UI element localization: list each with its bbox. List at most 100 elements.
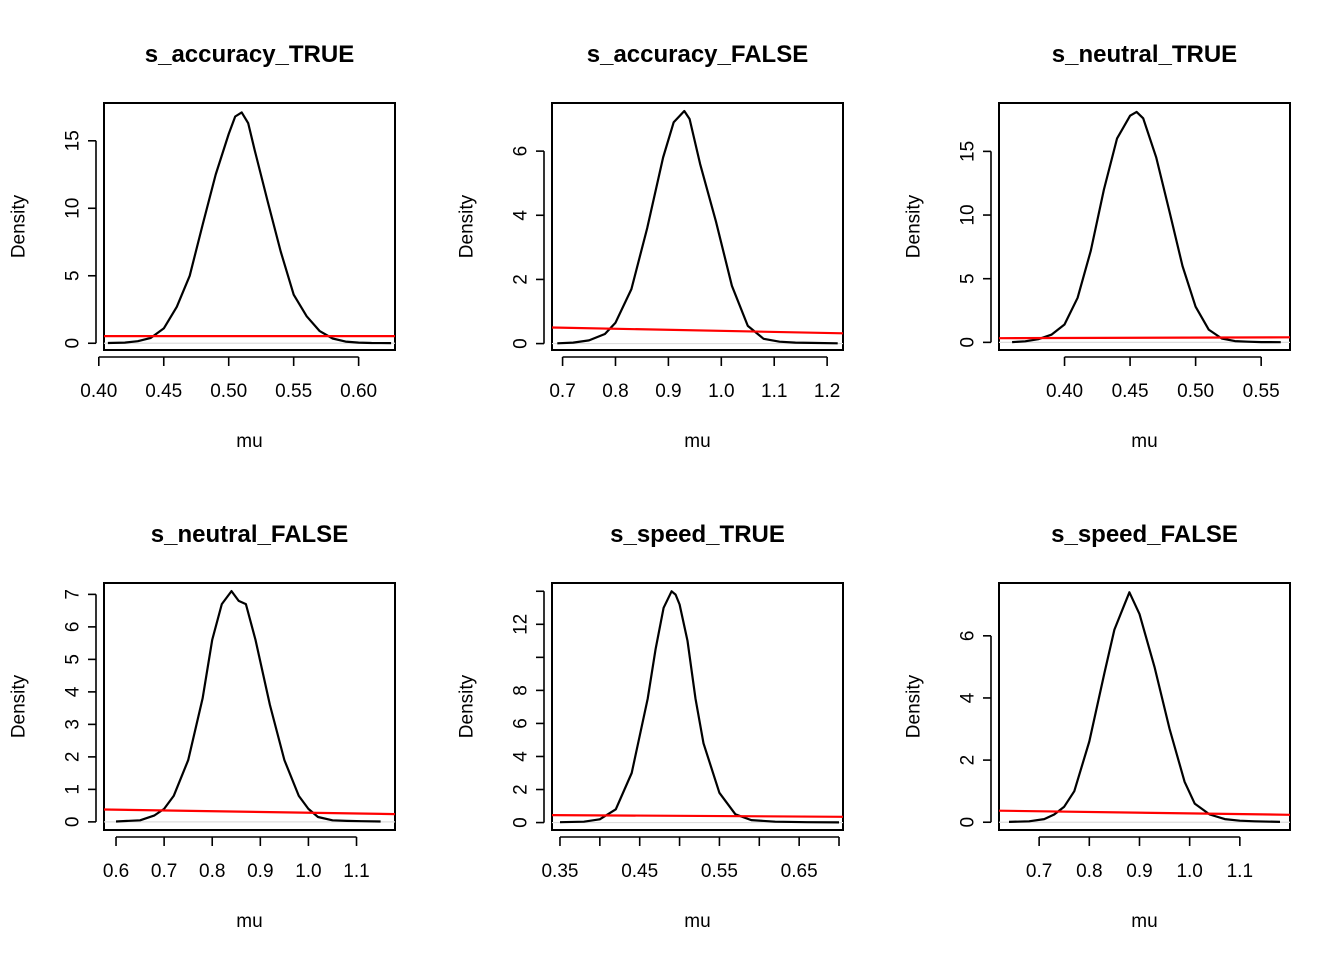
panel-title: s_neutral_FALSE bbox=[151, 521, 348, 548]
panel-s-speed-true: s_speed_TRUE 0.35 0.45 0.55 0.65 0 2 4 6 8 12 mu Den… bbox=[457, 521, 844, 932]
y-tick-label: 6 bbox=[511, 718, 532, 729]
x-tick-label: 0.9 bbox=[655, 381, 681, 402]
posterior-density-line bbox=[1012, 110, 1281, 344]
y-tick-label: 7 bbox=[63, 589, 84, 600]
y-tick-label: 2 bbox=[958, 755, 979, 766]
y-tick-label: 4 bbox=[63, 686, 84, 697]
x-tick-label: 0.50 bbox=[1177, 381, 1214, 402]
plot-frame bbox=[998, 582, 1291, 831]
x-tick-label: 0.45 bbox=[1112, 381, 1149, 402]
x-tick-label: 0.7 bbox=[151, 861, 177, 882]
y-tick-label: 1 bbox=[63, 784, 84, 795]
panel-title: s_speed_FALSE bbox=[1051, 521, 1238, 548]
x-tick-label: 0.50 bbox=[210, 381, 247, 402]
y-tick-label: 5 bbox=[958, 273, 979, 284]
y-tick-label: 10 bbox=[958, 204, 979, 225]
x-tick-label: 0.55 bbox=[275, 381, 312, 402]
prior-density-line bbox=[551, 813, 844, 818]
plot-frame bbox=[998, 102, 1291, 351]
panel-title: s_neutral_TRUE bbox=[1052, 41, 1237, 68]
x-tick-label: 0.40 bbox=[1046, 381, 1083, 402]
y-tick-label: 6 bbox=[511, 146, 532, 157]
y-tick-label: 0 bbox=[511, 817, 532, 828]
y-tick-label: 0 bbox=[63, 817, 84, 828]
panel-s-speed-false: s_speed_FALSE 0.7 0.8 0.9 1.0 1.1 0 2 4 6 mu Densit… bbox=[904, 521, 1291, 932]
x-tick-label: 1.1 bbox=[343, 861, 369, 882]
y-tick-label: 8 bbox=[511, 685, 532, 696]
x-tick-label: 0.9 bbox=[247, 861, 273, 882]
panel-title: s_accuracy_TRUE bbox=[145, 41, 354, 68]
x-tick-label: 0.7 bbox=[549, 381, 575, 402]
x-tick-label: 1.0 bbox=[708, 381, 734, 402]
y-tick-label: 4 bbox=[511, 210, 532, 221]
x-tick-label: 0.60 bbox=[340, 381, 377, 402]
x-axis-label: mu bbox=[684, 431, 710, 452]
panel-s-neutral-true: s_neutral_TRUE 0.40 0.45 0.50 0.55 0 5 10 15 mu De… bbox=[904, 41, 1291, 452]
x-tick-label: 0.65 bbox=[781, 861, 818, 882]
y-tick-label: 5 bbox=[63, 654, 84, 665]
y-tick-label: 15 bbox=[958, 141, 979, 162]
y-tick-label: 6 bbox=[63, 622, 84, 633]
y-tick-label: 12 bbox=[511, 614, 532, 635]
y-axis-label: Density bbox=[904, 674, 925, 738]
x-tick-label: 0.7 bbox=[1026, 861, 1052, 882]
y-tick-label: 4 bbox=[511, 751, 532, 762]
y-axis-label: Density bbox=[457, 674, 478, 738]
y-axis-label: Density bbox=[904, 194, 925, 258]
x-tick-label: 1.1 bbox=[761, 381, 787, 402]
y-tick-label: 0 bbox=[958, 817, 979, 828]
y-tick-label: 0 bbox=[63, 338, 84, 349]
panel-s-accuracy-false: s_accuracy_FALSE 0.7 0.8 0.9 1.0 1.1 1.2 0 2 4 6 mu… bbox=[457, 41, 844, 452]
y-tick-label: 0 bbox=[958, 337, 979, 348]
y-tick-label: 2 bbox=[63, 752, 84, 763]
x-axis-label: mu bbox=[236, 431, 262, 452]
posterior-density-line bbox=[557, 109, 838, 345]
x-axis-label: mu bbox=[684, 911, 710, 932]
y-tick-label: 2 bbox=[511, 274, 532, 285]
x-tick-label: 0.8 bbox=[1076, 861, 1102, 882]
x-tick-label: 1.2 bbox=[814, 381, 840, 402]
y-axis-label: Density bbox=[9, 674, 30, 738]
y-tick-label: 5 bbox=[63, 270, 84, 281]
y-axis-label: Density bbox=[457, 194, 478, 258]
y-tick-label: 10 bbox=[63, 198, 84, 219]
x-tick-label: 1.1 bbox=[1227, 861, 1253, 882]
plot-frame bbox=[551, 582, 844, 831]
x-tick-label: 0.8 bbox=[602, 381, 628, 402]
x-axis-label: mu bbox=[1131, 431, 1157, 452]
y-tick-label: 3 bbox=[63, 719, 84, 730]
x-axis-label: mu bbox=[1131, 911, 1157, 932]
y-tick-label: 15 bbox=[63, 130, 84, 151]
x-tick-label: 0.45 bbox=[145, 381, 182, 402]
x-tick-label: 1.0 bbox=[1176, 861, 1202, 882]
y-axis-label: Density bbox=[9, 194, 30, 258]
prior-density-line bbox=[998, 809, 1291, 816]
posterior-density-line bbox=[559, 590, 840, 824]
x-tick-label: 0.40 bbox=[80, 381, 117, 402]
x-axis-label: mu bbox=[236, 911, 262, 932]
y-tick-label: 6 bbox=[958, 631, 979, 642]
posterior-density-line bbox=[115, 589, 381, 823]
posterior-density-line bbox=[107, 111, 392, 345]
x-tick-label: 1.0 bbox=[295, 861, 321, 882]
prior-density-line bbox=[103, 808, 396, 816]
posterior-density-line bbox=[1008, 591, 1281, 823]
x-tick-label: 0.35 bbox=[541, 861, 578, 882]
x-tick-label: 0.9 bbox=[1126, 861, 1152, 882]
prior-density-line bbox=[551, 326, 844, 335]
y-tick-label: 4 bbox=[958, 692, 979, 703]
x-tick-label: 0.6 bbox=[103, 861, 129, 882]
x-tick-label: 0.55 bbox=[1243, 381, 1280, 402]
panel-title: s_speed_TRUE bbox=[610, 521, 785, 548]
y-tick-label: 2 bbox=[511, 784, 532, 795]
x-tick-label: 0.45 bbox=[621, 861, 658, 882]
y-tick-label: 0 bbox=[511, 338, 532, 349]
x-tick-label: 0.8 bbox=[199, 861, 225, 882]
plot-frame bbox=[103, 582, 396, 831]
plot-frame bbox=[103, 102, 396, 351]
x-tick-label: 0.55 bbox=[701, 861, 738, 882]
plot-frame bbox=[551, 102, 844, 351]
panel-title: s_accuracy_FALSE bbox=[587, 41, 808, 68]
panel-s-neutral-false: s_neutral_FALSE 0.6 0.7 0.8 0.9 1.0 1.1 0 1 2 3 4 5 6… bbox=[9, 521, 396, 932]
